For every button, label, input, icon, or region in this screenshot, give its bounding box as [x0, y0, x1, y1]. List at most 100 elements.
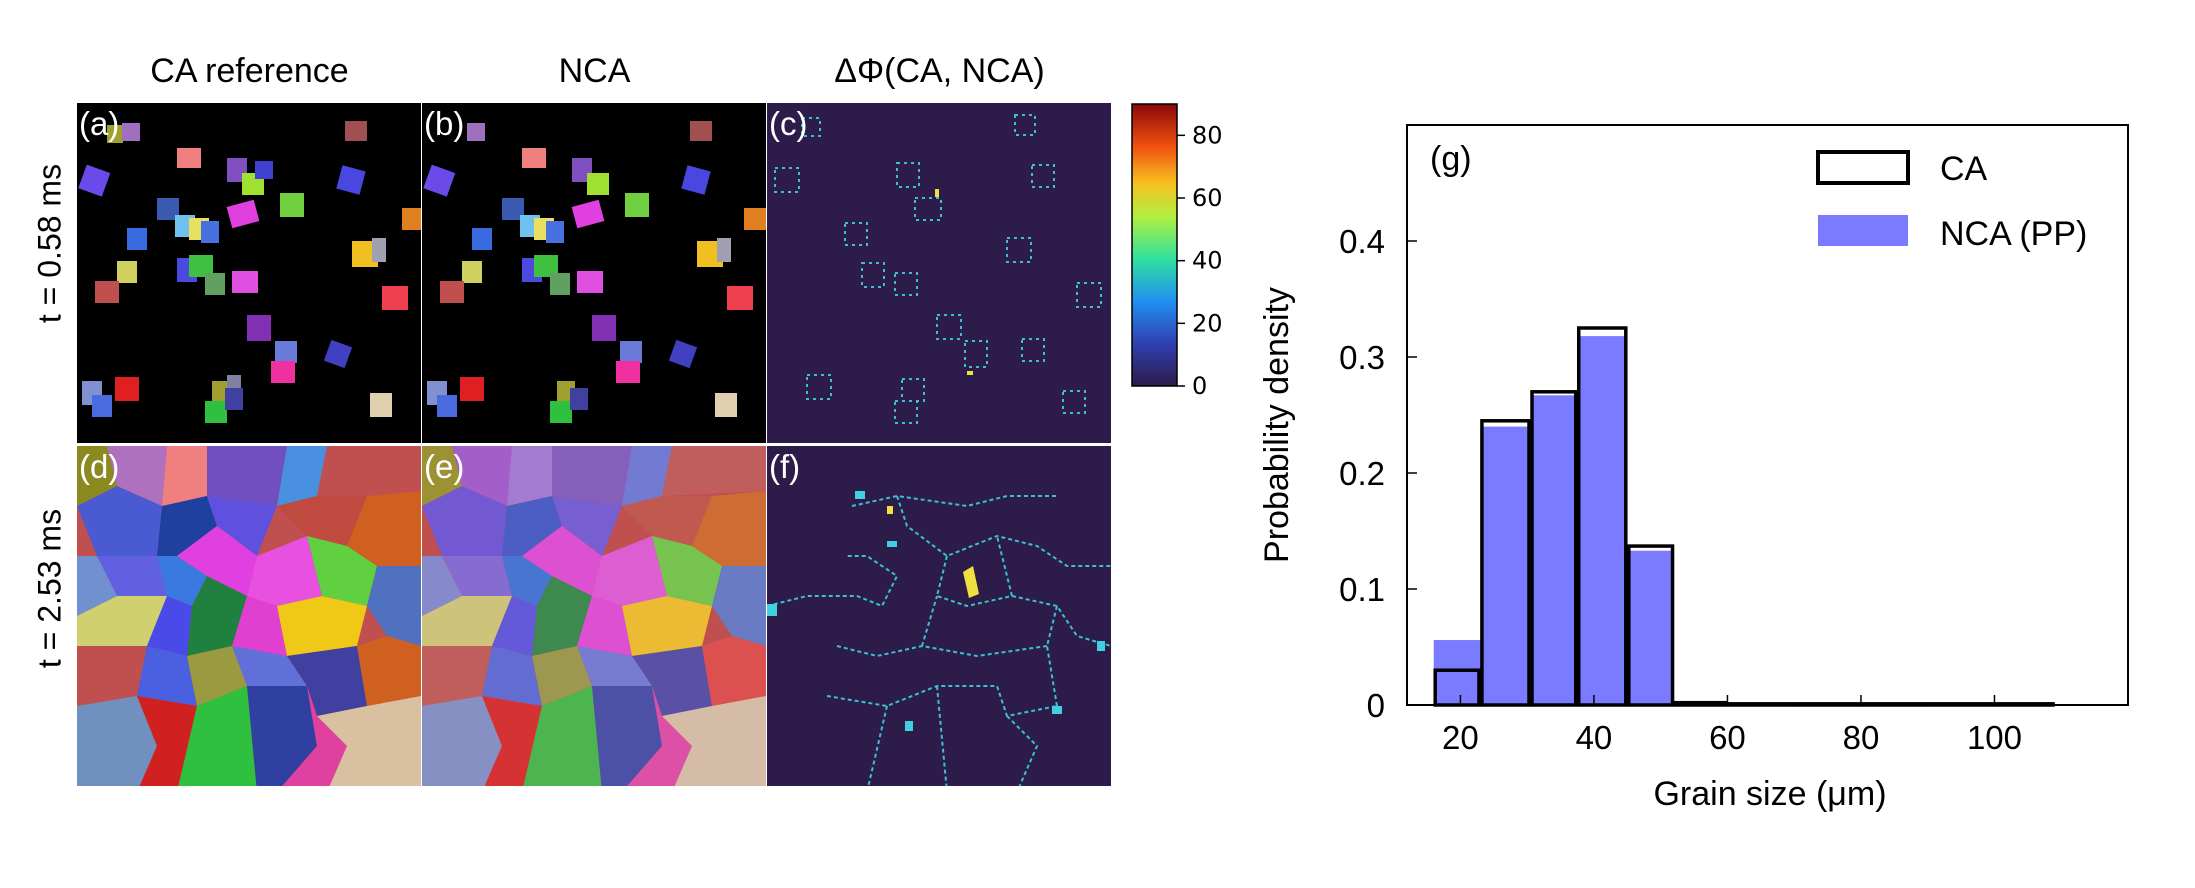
panel-label-a: (a) — [79, 105, 120, 142]
grain — [345, 121, 367, 141]
boundary-outline — [1062, 390, 1086, 414]
grain — [317, 696, 421, 786]
boundary-outline — [914, 197, 942, 221]
grain — [592, 315, 616, 341]
grain — [620, 341, 642, 363]
grain — [232, 596, 287, 656]
boundary-outline — [901, 378, 925, 402]
grain-cluster — [78, 121, 421, 423]
grain — [652, 536, 722, 606]
difference-map-f — [767, 491, 1111, 786]
grain — [437, 395, 457, 417]
ca-bar — [1627, 544, 1675, 707]
grain-mosaic — [422, 446, 766, 786]
grain — [370, 393, 392, 417]
grain — [205, 401, 227, 423]
grain — [147, 596, 192, 656]
grain-cluster — [423, 121, 766, 423]
grain — [571, 199, 605, 229]
grain — [255, 161, 273, 179]
grain — [201, 221, 219, 243]
grain — [552, 446, 632, 506]
y-tick-label: 0.1 — [1339, 571, 1385, 608]
grain-boundary-network — [767, 494, 1111, 786]
grain — [625, 193, 649, 217]
y-tick-label: 0.2 — [1339, 455, 1385, 492]
row-label-bottom: t = 2.53 ms — [31, 508, 68, 669]
grain — [422, 486, 507, 556]
grain — [177, 526, 257, 596]
grain — [717, 238, 731, 262]
y-axis-label: Probability density — [1258, 287, 1296, 563]
ca-bar — [1727, 702, 1795, 707]
grain — [357, 636, 421, 706]
grain — [277, 596, 367, 656]
grain — [550, 401, 572, 423]
grain — [77, 596, 167, 646]
grain — [616, 361, 640, 383]
x-tick-label: 80 — [1843, 719, 1880, 756]
hotspot — [935, 189, 939, 197]
grain — [577, 271, 603, 293]
legend-label-ca: CA — [1940, 150, 1988, 188]
panel-f-difference-bottom: (f) — [767, 446, 1111, 786]
x-tick-label: 40 — [1576, 719, 1613, 756]
panel-label-f: (f) — [769, 448, 801, 485]
grain — [137, 696, 197, 786]
grain — [317, 446, 421, 496]
hotspot — [967, 371, 973, 375]
grain — [78, 164, 111, 197]
grain — [336, 165, 366, 195]
hotspot — [963, 566, 979, 598]
grain-boundary-outlines — [774, 114, 1102, 424]
nca-bar — [1577, 336, 1628, 705]
grain — [592, 686, 662, 786]
grain-map-e — [422, 446, 766, 786]
grain-map-b — [423, 121, 766, 423]
ca-bars — [1433, 326, 2055, 707]
difference-map-c — [774, 114, 1102, 424]
colorbar-tick-label: 20 — [1192, 309, 1223, 337]
grain — [662, 696, 766, 786]
legend-label-nca: NCA (PP) — [1940, 215, 2087, 253]
grain — [452, 446, 512, 506]
boundary-line — [936, 685, 948, 786]
grain — [442, 556, 512, 596]
spot — [1097, 641, 1105, 651]
difference-hotspots — [887, 506, 979, 598]
grain — [277, 446, 327, 506]
grain — [189, 255, 213, 277]
boundary-line — [767, 555, 899, 608]
grain — [367, 566, 421, 646]
grain — [546, 221, 564, 243]
grain — [207, 446, 287, 506]
spot — [887, 541, 897, 547]
grain — [534, 255, 558, 277]
grain — [372, 238, 386, 262]
grain — [177, 148, 201, 168]
panel-b-nca-top: (b) — [422, 103, 766, 443]
grain — [622, 446, 672, 506]
grain — [226, 199, 260, 229]
grain — [552, 496, 622, 556]
panel-label-d: (d) — [79, 448, 120, 485]
grain — [467, 123, 485, 141]
colorbar-gradient — [1131, 103, 1178, 387]
grain — [107, 446, 167, 506]
ca-bar — [1433, 668, 1481, 707]
grain-mosaic — [77, 446, 421, 786]
grain — [77, 696, 157, 786]
grain — [492, 596, 537, 656]
grain — [502, 198, 524, 220]
grain — [225, 388, 243, 410]
grain — [282, 686, 347, 786]
grain — [727, 286, 753, 310]
boundary-line — [836, 644, 1048, 658]
grain — [662, 446, 766, 496]
grain — [277, 496, 367, 546]
boundary-line — [1045, 605, 1058, 707]
boundary-outline — [774, 167, 800, 193]
boundary-outline — [894, 400, 918, 424]
grain-size-histogram: 20 40 60 80 100 0 0.1 0.2 0.3 0.4 (g) Grain size… — [1258, 124, 2129, 813]
grain — [97, 556, 167, 596]
